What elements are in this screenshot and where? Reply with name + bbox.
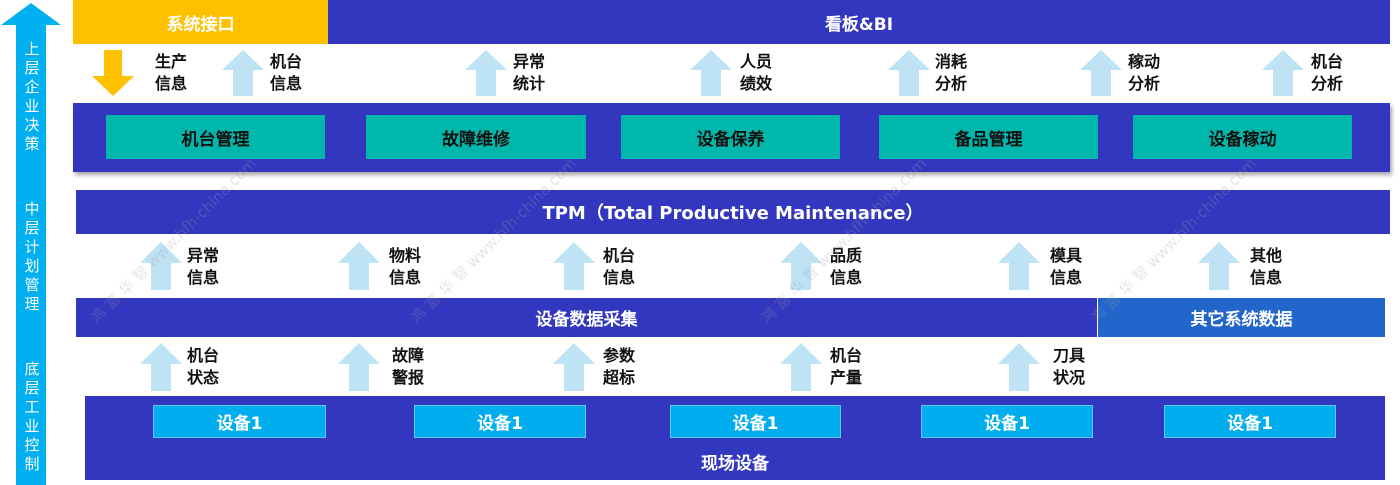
arrow-label-line: 分析 xyxy=(1311,74,1344,93)
arrow-down-icon xyxy=(92,50,134,96)
arrow-label: 异常 统计 xyxy=(513,51,573,95)
arrow-label-line: 模具 xyxy=(1050,246,1083,265)
arrow-label-line: 绩效 xyxy=(740,74,773,93)
arrow-label: 生产 xyxy=(155,52,188,71)
arrow-up-icon xyxy=(780,343,822,391)
arrow-label: 稼动 分析 xyxy=(1128,51,1188,95)
arrow-label: 刀具 状况 xyxy=(1053,345,1113,389)
level-lower: 底层工业控制 xyxy=(24,360,40,473)
arrow-label-line: 信息 xyxy=(1050,268,1083,287)
system-interface-bar: 系统接口 xyxy=(73,0,328,44)
arrow-label: 机台 信息 xyxy=(603,245,663,289)
arrow-label-line: 信息 xyxy=(389,268,422,287)
other-system-data-bar: 其它系统数据 xyxy=(1098,298,1385,337)
arrow-label-line: 刀具 xyxy=(1053,346,1086,365)
arrow-label-line: 其他 xyxy=(1250,246,1283,265)
arrow-up-icon xyxy=(888,50,930,96)
arrow-label: 故障 警报 xyxy=(392,345,452,389)
arrow-up-icon xyxy=(1198,242,1240,290)
dashboard-bi-bar: 看板&BI xyxy=(328,0,1390,44)
arrow-up-icon xyxy=(1262,50,1304,96)
arrow-label-line: 机台 xyxy=(830,346,863,365)
arrow-label-line: 信息 xyxy=(270,74,303,93)
arrow-label-line: 品质 xyxy=(830,246,863,265)
arrow-label: 机台 产量 xyxy=(830,345,890,389)
device-box[interactable]: 设备1 xyxy=(414,405,586,438)
arrow-label-line: 分析 xyxy=(1128,74,1161,93)
arrow-label-line: 信息 xyxy=(1250,268,1283,287)
arrow-label: 消耗 分析 xyxy=(935,51,995,95)
arrow-label: 机台 状态 xyxy=(187,345,247,389)
arrow-label: 信息 xyxy=(155,74,188,93)
arrow-label-line: 异常 xyxy=(187,246,220,265)
arrow-label: 其他 信息 xyxy=(1250,245,1310,289)
arrow-up-icon xyxy=(553,242,595,290)
arrow-label: 参数 超标 xyxy=(603,345,663,389)
tpm-bar: TPM（Total Productive Maintenance） xyxy=(76,190,1390,234)
arrow-label-line: 人员 xyxy=(740,52,773,71)
arrow-label-line: 分析 xyxy=(935,74,968,93)
arrow-label-line: 稼动 xyxy=(1128,52,1161,71)
arrow-label-line: 异常 xyxy=(513,52,546,71)
arrow-up-icon xyxy=(998,343,1040,391)
level-axis-arrow-icon xyxy=(1,3,61,485)
arrow-label: 异常 信息 xyxy=(187,245,247,289)
arrow-label-line: 机台 xyxy=(603,246,636,265)
module-utilization[interactable]: 设备稼动 xyxy=(1133,115,1352,159)
arrow-label-line: 机台 xyxy=(270,52,303,71)
arrow-label-line: 故障 xyxy=(392,346,425,365)
device-box[interactable]: 设备1 xyxy=(921,405,1093,438)
arrow-label-line: 机台 xyxy=(1311,52,1344,71)
level-middle: 中层计划管理 xyxy=(24,200,40,313)
arrow-label-line: 状况 xyxy=(1053,368,1086,387)
arrow-up-icon xyxy=(338,242,380,290)
arrow-up-icon xyxy=(140,343,182,391)
module-fault-repair[interactable]: 故障维修 xyxy=(366,115,586,159)
arrow-label-line: 机台 xyxy=(187,346,220,365)
arrow-label-line: 警报 xyxy=(392,368,425,387)
level-upper: 上层企业决策 xyxy=(24,40,40,153)
arrow-label: 人员 绩效 xyxy=(740,51,800,95)
module-machine-management[interactable]: 机台管理 xyxy=(106,115,325,159)
arrow-label-line: 信息 xyxy=(603,268,636,287)
device-box[interactable]: 设备1 xyxy=(153,405,326,438)
arrow-up-icon xyxy=(998,242,1040,290)
arrow-label-line: 信息 xyxy=(830,268,863,287)
arrow-label-line: 产量 xyxy=(830,368,863,387)
arrow-up-icon xyxy=(465,50,507,96)
arrow-label-line: 信息 xyxy=(187,268,220,287)
arrow-label-line: 统计 xyxy=(513,74,546,93)
arrow-label-line: 消耗 xyxy=(935,52,968,71)
arrow-label: 机台 信息 xyxy=(270,51,330,95)
arrow-up-icon xyxy=(338,343,380,391)
arrow-label-line: 状态 xyxy=(187,368,220,387)
field-equipment-label: 现场设备 xyxy=(701,454,769,474)
arrow-label: 模具 信息 xyxy=(1050,245,1110,289)
arrow-up-icon xyxy=(222,50,264,96)
module-maintenance[interactable]: 设备保养 xyxy=(621,115,840,159)
device-box[interactable]: 设备1 xyxy=(670,405,841,438)
arrow-label: 机台 分析 xyxy=(1311,51,1371,95)
arrow-label-line: 参数 xyxy=(603,346,636,365)
arrow-label-line: 超标 xyxy=(603,368,636,387)
arrow-up-icon xyxy=(140,242,182,290)
arrow-label: 品质 信息 xyxy=(830,245,890,289)
arrow-up-icon xyxy=(690,50,732,96)
arrow-up-icon xyxy=(1080,50,1122,96)
arrow-up-icon xyxy=(780,242,822,290)
arrow-up-icon xyxy=(553,343,595,391)
arrow-label-line: 物料 xyxy=(389,246,422,265)
module-spare-parts[interactable]: 备品管理 xyxy=(879,115,1098,159)
device-box[interactable]: 设备1 xyxy=(1164,405,1336,438)
data-collection-bar: 设备数据采集 xyxy=(76,298,1097,337)
arrow-label: 物料 信息 xyxy=(389,245,449,289)
